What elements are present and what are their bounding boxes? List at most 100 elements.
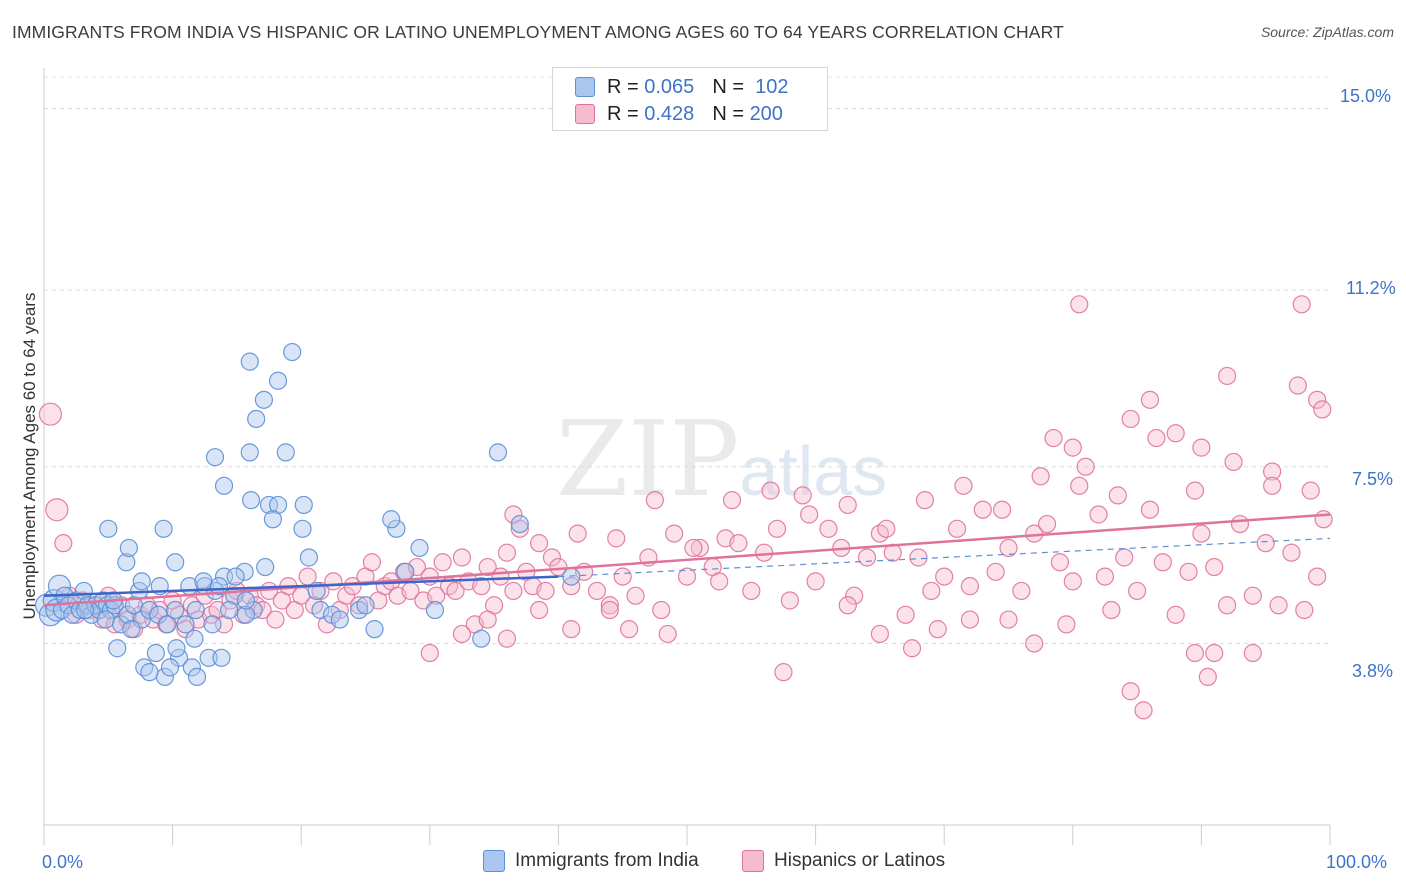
india-point-75 bbox=[268, 495, 288, 515]
hispanics-point-173 bbox=[1166, 424, 1185, 443]
hispanics-point-85 bbox=[626, 586, 645, 605]
hispanics-point-87 bbox=[652, 600, 671, 620]
hispanics-point-83 bbox=[600, 596, 619, 615]
y-tick-label-15: 15.0% bbox=[1340, 86, 1392, 106]
hispanics-point-176 bbox=[1185, 643, 1205, 663]
hispanics-point-165 bbox=[1192, 438, 1211, 457]
hispanics-point-144 bbox=[684, 538, 703, 558]
hispanics-point-98 bbox=[793, 486, 812, 505]
india-point-60 bbox=[182, 658, 201, 677]
watermark: ZIPatlas bbox=[556, 398, 887, 520]
hispanics-point-48 bbox=[349, 596, 369, 615]
hispanics-point-134 bbox=[1256, 534, 1275, 553]
hispanics-point-132 bbox=[1230, 514, 1250, 534]
hispanics-point-166 bbox=[1218, 366, 1237, 386]
india-point-66 bbox=[167, 639, 186, 658]
hispanics-point-174 bbox=[1205, 643, 1224, 663]
hispanics-point-131 bbox=[1218, 596, 1237, 615]
hispanics-point-1 bbox=[45, 498, 69, 522]
hispanics-point-88 bbox=[665, 524, 684, 543]
hispanics-point-155 bbox=[1108, 486, 1127, 505]
india-point-72 bbox=[240, 443, 259, 462]
bottom-legend-hispanics: Hispanics or Latinos bbox=[742, 850, 945, 872]
hispanics-point-145 bbox=[722, 491, 742, 510]
hispanics-point-181 bbox=[838, 596, 857, 615]
hispanics-point-177 bbox=[1134, 701, 1153, 720]
hispanics-point-61 bbox=[433, 553, 452, 572]
india-point-52 bbox=[226, 567, 245, 586]
stats-legend: R = 0.065 N = 102 R = 0.428 N = 200 bbox=[552, 67, 828, 131]
india-point-78 bbox=[240, 352, 259, 371]
hispanics-point-114 bbox=[999, 538, 1018, 558]
hispanics-point-103 bbox=[857, 548, 877, 567]
hispanics-point-128 bbox=[1179, 562, 1198, 581]
axes bbox=[43, 68, 1331, 845]
hispanics-point-121 bbox=[1089, 505, 1108, 524]
hispanics-point-64 bbox=[452, 548, 472, 567]
legend-swatch-hispanics bbox=[575, 104, 595, 124]
series-hispanics-points bbox=[38, 295, 1333, 720]
hispanics-point-171 bbox=[1292, 295, 1311, 314]
india-point-63 bbox=[203, 615, 222, 634]
legend-r-value: 0.065 bbox=[644, 75, 695, 98]
india-point-40 bbox=[99, 519, 118, 538]
trend-line-hispanics bbox=[43, 513, 1331, 607]
india-point-76 bbox=[263, 510, 283, 529]
chart-title: IMMIGRANTS FROM INDIA VS HISPANIC OR LAT… bbox=[12, 22, 1064, 42]
india-point-92 bbox=[365, 620, 384, 639]
bottom-legend-swatch-hispanics bbox=[742, 850, 764, 872]
hispanics-point-50 bbox=[362, 553, 382, 572]
bottom-legend-label-hispanics: Hispanics or Latinos bbox=[774, 850, 946, 871]
india-point-50 bbox=[194, 572, 213, 591]
hispanics-point-126 bbox=[1153, 553, 1172, 572]
india-point-61 bbox=[187, 667, 207, 687]
trend-line-india-extrapolated bbox=[558, 537, 1331, 578]
hispanics-point-120 bbox=[1076, 457, 1095, 476]
india-point-46 bbox=[154, 519, 173, 538]
hispanics-point-188 bbox=[1057, 615, 1076, 634]
hispanics-point-112 bbox=[973, 500, 992, 519]
hispanics-point-133 bbox=[1243, 586, 1262, 605]
hispanics-point-191 bbox=[452, 624, 472, 644]
hispanics-point-129 bbox=[1192, 524, 1211, 543]
hispanics-point-63 bbox=[446, 581, 465, 601]
india-point-84 bbox=[293, 519, 312, 538]
legend-row-india: R = 0.065 N = 102 bbox=[575, 74, 789, 100]
india-point-82 bbox=[276, 443, 295, 462]
hispanics-point-149 bbox=[877, 519, 896, 538]
bottom-legend-label-india: Immigrants from India bbox=[515, 850, 699, 871]
india-point-29 bbox=[158, 615, 177, 634]
hispanics-point-99 bbox=[806, 572, 825, 591]
hispanics-point-79 bbox=[549, 557, 568, 577]
india-point-83 bbox=[294, 495, 313, 515]
legend-r-label: R = bbox=[607, 102, 639, 125]
hispanics-point-93 bbox=[729, 534, 748, 553]
hispanics-point-198 bbox=[658, 624, 677, 644]
hispanics-point-156 bbox=[1147, 428, 1166, 448]
hispanics-point-150 bbox=[915, 491, 935, 510]
hispanics-point-94 bbox=[742, 581, 761, 601]
hispanics-point-84 bbox=[613, 567, 632, 586]
hispanics-point-78 bbox=[542, 548, 562, 567]
hispanics-point-71 bbox=[497, 543, 517, 562]
india-point-27 bbox=[140, 600, 159, 620]
hispanics-point-169 bbox=[1313, 400, 1332, 419]
hispanics-point-95 bbox=[755, 543, 774, 562]
india-point-37 bbox=[235, 562, 254, 581]
hispanics-point-97 bbox=[780, 591, 799, 610]
india-point-91 bbox=[356, 596, 375, 615]
india-point-62 bbox=[199, 648, 218, 667]
hispanics-point-172 bbox=[1263, 476, 1282, 495]
india-point-47 bbox=[166, 553, 185, 572]
trend-line-india bbox=[43, 575, 559, 597]
watermark-zip: ZIP bbox=[556, 398, 740, 520]
india-point-97 bbox=[425, 600, 445, 620]
india-point-53 bbox=[236, 605, 256, 624]
legend-r-label: R = bbox=[607, 75, 639, 98]
hispanics-point-142 bbox=[607, 529, 626, 548]
india-point-93 bbox=[387, 519, 406, 538]
hispanics-point-35 bbox=[266, 610, 285, 629]
hispanics-point-57 bbox=[407, 557, 427, 577]
india-point-31 bbox=[176, 615, 195, 634]
